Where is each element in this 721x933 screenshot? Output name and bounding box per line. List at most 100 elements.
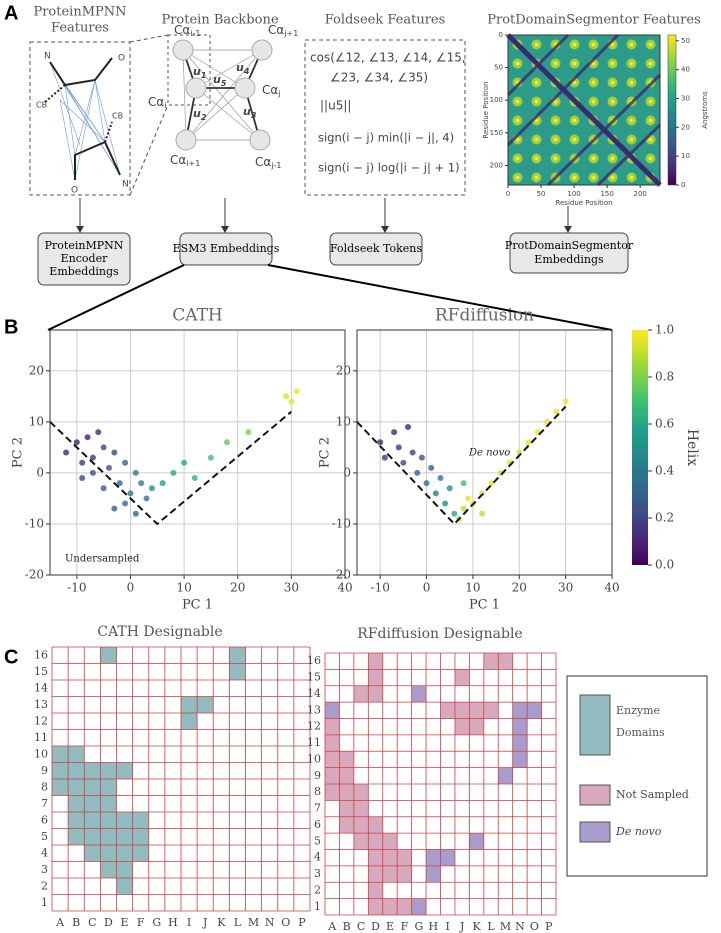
heatmap-stripe xyxy=(506,33,620,147)
column-label: I xyxy=(187,916,191,929)
column-label: A xyxy=(327,920,337,933)
legend-label: De novo xyxy=(615,825,662,838)
node-label: Cαj+1 xyxy=(268,23,298,38)
point xyxy=(132,469,139,476)
colorbar-tick-label: 10 xyxy=(681,152,690,160)
point xyxy=(95,429,102,436)
point xyxy=(400,459,407,466)
x-axis-label: PC 1 xyxy=(182,598,213,613)
box-label: Encoder xyxy=(61,252,108,265)
cell-not-sampled xyxy=(325,718,340,735)
point xyxy=(224,439,230,446)
cell-enzyme xyxy=(68,762,85,779)
foldseek-box xyxy=(304,39,466,196)
cell-enzyme xyxy=(229,663,246,680)
heatmap-diagonal xyxy=(506,33,662,187)
cell-enzyme xyxy=(116,828,133,845)
point xyxy=(106,464,112,471)
row-label: 3 xyxy=(314,867,321,880)
colorbar-tick-label: 0 xyxy=(681,181,685,189)
colorbar-tick-label: 40 xyxy=(681,66,690,74)
x-tick-label: 40 xyxy=(337,581,352,595)
cell-not-sampled xyxy=(483,653,499,670)
point xyxy=(293,388,300,395)
annotation: Undersampled xyxy=(65,554,140,565)
cell-not-sampled xyxy=(325,734,340,752)
row-label: 14 xyxy=(307,687,321,700)
y-tick-label: -20 xyxy=(25,568,44,582)
cell-enzyme xyxy=(181,713,198,730)
cell-de-novo xyxy=(426,849,441,866)
cell-enzyme xyxy=(100,762,117,779)
cell-not-sampled xyxy=(469,718,484,735)
cell-enzyme xyxy=(84,779,101,796)
column-label: E xyxy=(386,920,394,933)
cell-not-sampled xyxy=(382,898,398,915)
row-label: 13 xyxy=(307,703,321,716)
point xyxy=(79,475,86,482)
feature-line: sign(i − j) min(|i − j|, 4) xyxy=(318,131,454,145)
x-tick-label: 10 xyxy=(465,581,480,595)
cell-enzyme xyxy=(132,828,149,845)
zoom-lines xyxy=(129,34,169,196)
chart-title: RFdiffusion xyxy=(435,306,534,326)
row-label: 10 xyxy=(34,747,48,760)
cell-enzyme xyxy=(181,696,198,713)
point xyxy=(418,454,425,461)
chart-title: CATH xyxy=(172,306,223,326)
row-label: 11 xyxy=(34,731,48,744)
column-label: P xyxy=(298,916,306,929)
point xyxy=(553,408,560,415)
x-tick-label: 0 xyxy=(423,581,431,595)
feature-line: ||u5|| xyxy=(320,99,351,113)
y-axis-label: PC 2 xyxy=(11,437,26,468)
point xyxy=(122,459,129,466)
mpnn-title: Features xyxy=(51,21,109,36)
point xyxy=(191,475,198,482)
colorbar-tick-label: 0.0 xyxy=(655,558,674,572)
column-label: K xyxy=(217,916,226,929)
colorbar-tick-label: 1.0 xyxy=(655,323,674,337)
panel-label: A xyxy=(4,2,18,24)
point xyxy=(111,505,118,512)
column-label: G xyxy=(414,920,423,933)
node-sub: j+1 xyxy=(283,29,298,38)
y-tick-label: -20 xyxy=(332,568,351,582)
x-tick-label: -10 xyxy=(67,581,86,595)
cell-not-sampled xyxy=(397,898,412,915)
y-tick-label: 0 xyxy=(343,465,351,479)
column-label: I xyxy=(446,920,450,933)
box-label: Embeddings xyxy=(534,253,604,266)
y-tick-label: -10 xyxy=(332,516,351,530)
column-label: F xyxy=(401,920,409,933)
row-label: 4 xyxy=(314,851,321,864)
cell-enzyme xyxy=(52,746,69,763)
node-label: Cα xyxy=(170,153,186,167)
point xyxy=(488,480,495,487)
column-label: D xyxy=(371,920,380,933)
atom-label: N xyxy=(122,180,129,190)
colorbar-tick-label: 50 xyxy=(681,37,690,45)
point xyxy=(391,429,398,436)
cell-enzyme xyxy=(100,828,117,845)
cell-not-sampled xyxy=(368,669,383,686)
box-label: Foldseek Tokens xyxy=(330,242,422,255)
colorbar xyxy=(632,330,648,565)
point xyxy=(159,480,166,487)
heatmap-title: ProtDomainSegmentor Features xyxy=(487,13,701,28)
x-axis-label: Residue Position xyxy=(555,199,612,207)
cell-enzyme xyxy=(132,812,149,829)
point xyxy=(138,480,145,487)
y-axis-label: PC 2 xyxy=(318,437,333,468)
row-label: 6 xyxy=(314,818,321,831)
legend-label: Enzyme Domains xyxy=(616,704,665,739)
point xyxy=(562,398,569,405)
cell-not-sampled xyxy=(498,653,513,670)
atom-label: N xyxy=(44,52,51,62)
x-axis-label: PC 1 xyxy=(469,598,500,613)
cell-de-novo xyxy=(469,833,484,850)
mpnn-title: ProteinMPNN xyxy=(33,5,126,20)
cell-not-sampled xyxy=(339,767,354,784)
vector-sub: 5 xyxy=(221,79,227,88)
cell-not-sampled xyxy=(368,882,383,899)
